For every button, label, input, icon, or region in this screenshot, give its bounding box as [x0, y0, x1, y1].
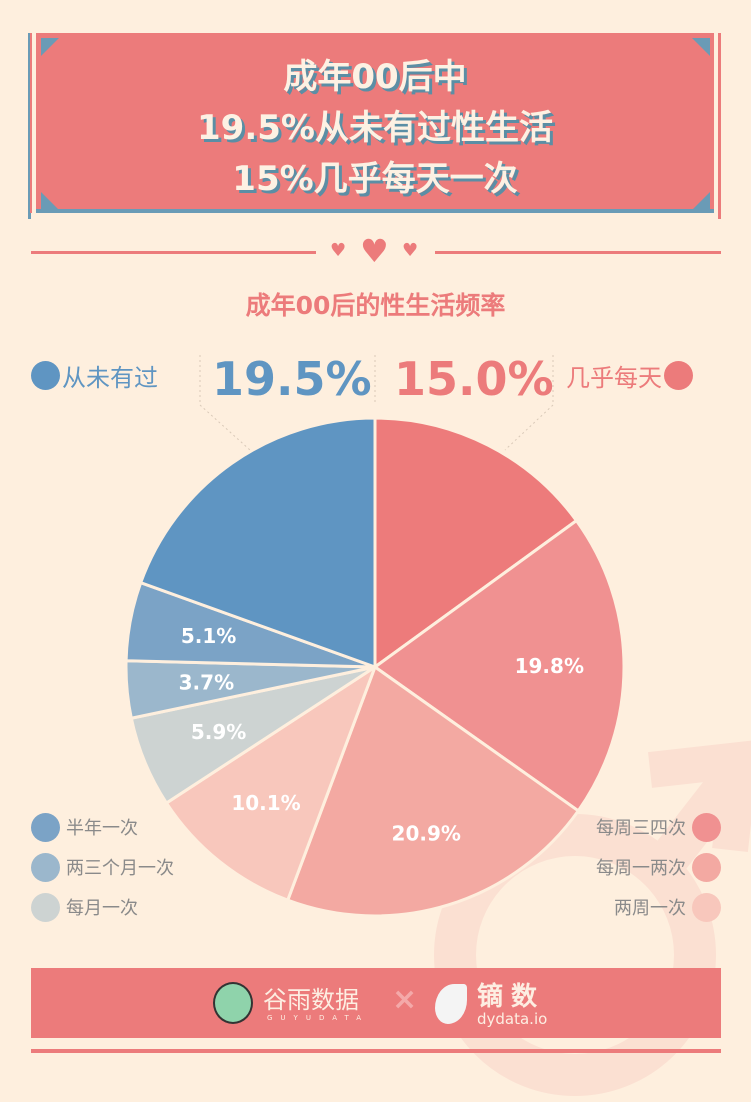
- legend-item: 两周一次: [596, 887, 721, 927]
- legend-label: 每周一两次: [596, 858, 686, 879]
- divider-left: [31, 251, 316, 254]
- title-banner: [36, 33, 714, 213]
- legend-dot: [692, 812, 721, 842]
- legend-dot: [31, 892, 60, 922]
- slice-label: 5.9%: [191, 720, 246, 744]
- callout-leaders: [199, 355, 554, 451]
- corner-decoration: [692, 38, 710, 56]
- legend-dot: [692, 892, 721, 922]
- legend-label: 每周三四次: [596, 818, 686, 839]
- guyu-logo: [213, 982, 253, 1024]
- callout-label: 几乎每天: [566, 364, 662, 392]
- heart-icon: ♥: [360, 232, 389, 270]
- callout-value-never: 19.5%: [212, 352, 372, 406]
- brand1-name: 谷雨数据: [263, 986, 359, 1014]
- legend-item: 半年一次: [31, 807, 174, 847]
- brand2-name: 镝数: [477, 982, 546, 1012]
- legend-dot: [31, 812, 60, 842]
- callout-daily: 几乎每天: [566, 358, 693, 393]
- pie-slice-3: [164, 663, 379, 903]
- corner-decoration: [692, 192, 710, 210]
- headline: 成年00后中 19.5%从未有过性生活 15%几乎每天一次: [36, 52, 714, 205]
- legend-item: 两三个月一次: [31, 847, 174, 887]
- legend-dot: [31, 852, 60, 882]
- corner-decoration: [41, 192, 59, 210]
- chart-title: 成年00后的性生活频率: [245, 291, 506, 320]
- dydata-logo: [435, 984, 467, 1024]
- corner-decoration: [41, 38, 59, 56]
- callout-label: 从未有过: [62, 364, 158, 392]
- legend-label: 两三个月一次: [66, 858, 174, 879]
- legend-dot: [31, 361, 60, 390]
- brand2-sub: dydata.io: [477, 1010, 548, 1028]
- pie-slice-1: [372, 518, 626, 813]
- slice-label: 19.8%: [515, 654, 584, 678]
- legend-dot: [692, 852, 721, 882]
- legend-left: 半年一次 两三个月一次 每月一次: [31, 807, 174, 927]
- legend-label: 每月一次: [66, 898, 138, 919]
- footer-banner: 谷雨数据 GUYUDATA × 镝数 dydata.io: [31, 968, 721, 1038]
- heart-icon: ♥: [402, 240, 419, 261]
- pie-slice-0: [373, 416, 579, 670]
- slice-label: 5.1%: [181, 624, 236, 648]
- title-frame-right: [718, 33, 721, 219]
- brand1-sub: GUYUDATA: [267, 1014, 369, 1022]
- legend-item: 每周一两次: [596, 847, 721, 887]
- callout-value-daily: 15.0%: [394, 352, 554, 406]
- headline-line: 成年00后中: [283, 57, 467, 97]
- legend-label: 两周一次: [614, 898, 686, 919]
- legend-right: 每周三四次 每周一两次 两周一次: [596, 807, 721, 927]
- slice-label: 20.9%: [392, 822, 461, 846]
- legend-item: 每周三四次: [596, 807, 721, 847]
- heart-icon: ♥: [330, 240, 347, 261]
- legend-label: 半年一次: [66, 818, 138, 839]
- pie-slice-2: [285, 664, 581, 918]
- legend-dot: [664, 361, 693, 390]
- title-frame-left: [28, 33, 31, 219]
- divider-right: [435, 251, 721, 254]
- slice-label: 10.1%: [231, 791, 300, 815]
- headline-line: 15%几乎每天一次: [232, 159, 518, 199]
- callout-never: 从未有过: [31, 358, 158, 393]
- headline-line: 19.5%从未有过性生活: [197, 108, 553, 148]
- pie-slice-7: [138, 416, 377, 670]
- footer-line: [31, 1049, 721, 1053]
- legend-item: 每月一次: [31, 887, 174, 927]
- separator-x: ×: [392, 982, 418, 1017]
- slice-label: 3.7%: [179, 670, 234, 694]
